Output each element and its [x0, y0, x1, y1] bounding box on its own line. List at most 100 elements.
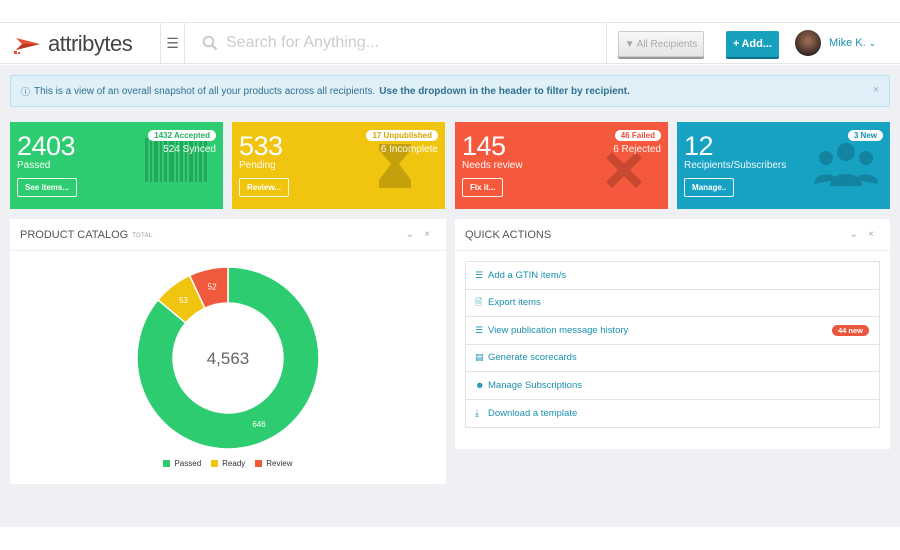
tile-recipients: 12 Recipients/Subscribers 3 New Manage..: [677, 122, 890, 209]
tile-label: Needs review: [462, 160, 523, 171]
file-icon: 🗎: [475, 296, 483, 307]
top-header: attribytes ☰ ▼ All Recipients + Add... M…: [0, 22, 900, 64]
logo[interactable]: attribytes: [14, 31, 164, 57]
hamburger-icon: ☰: [166, 34, 179, 51]
legend-swatch: [255, 460, 263, 467]
donut-chart: 646 53 52 4,563: [10, 252, 446, 452]
action-manage-subscriptions[interactable]: ☻ Manage Subscriptions: [466, 372, 879, 400]
tile-value: 533: [239, 131, 283, 161]
chevron-down-icon: ⌄: [868, 37, 877, 48]
new-badge: 44 new: [831, 325, 869, 336]
action-label: Generate scorecards: [488, 352, 577, 364]
tile-subtext: 6 Incomplete: [380, 144, 438, 155]
add-button-label: Add...: [741, 38, 772, 50]
search-icon: [202, 35, 218, 51]
quick-actions-panel: QUICK ACTIONS ⌄ × ☰ Add a GTIN item/s 🗎 Ex…: [455, 219, 890, 449]
action-label: Manage Subscriptions: [488, 379, 582, 391]
list-icon: ☰: [475, 269, 484, 280]
filter-icon: ▼: [624, 38, 635, 50]
recipients-filter-dropdown[interactable]: ▼ All Recipients: [618, 31, 704, 57]
legend-item: Review: [255, 459, 293, 468]
legend-swatch: [163, 460, 171, 467]
tile-label: Pending: [239, 160, 276, 171]
alert-text: This is a view of an overall snapshot of…: [34, 85, 376, 97]
legend-label: Passed: [174, 459, 202, 468]
donut-slice-label: 646: [252, 420, 266, 429]
donut-slice-label: 53: [179, 296, 188, 305]
donut-slice-review[interactable]: [188, 266, 229, 310]
fix-it-button[interactable]: Fix it...: [462, 178, 504, 197]
logo-mark-icon: [14, 38, 40, 54]
close-icon[interactable]: ×: [872, 84, 879, 96]
tile-label: Recipients/Subscribers: [684, 160, 787, 171]
donut-center-total: 4,563: [207, 349, 250, 368]
legend-label: Ready: [222, 459, 246, 468]
download-icon: ⤓: [475, 407, 479, 418]
tile-badge: 3 New: [847, 130, 883, 141]
tile-label: Passed: [17, 160, 51, 171]
manage-button[interactable]: Manage..: [684, 178, 735, 197]
see-items-button[interactable]: See items...: [17, 178, 78, 197]
tile-passed: 2403 Passed 1432 Accepted 524 Synced See…: [10, 122, 223, 209]
x-icon: [606, 152, 642, 188]
legend-swatch: [211, 460, 219, 467]
review-button[interactable]: Review...: [239, 178, 289, 197]
list-icon: ☰: [475, 324, 484, 335]
action-download-template[interactable]: ⤓ Download a template: [466, 400, 879, 428]
donut-slice-passed[interactable]: [136, 266, 320, 450]
action-label: View publication message history: [488, 324, 629, 336]
user-menu[interactable]: Mike K. ⌄: [795, 29, 876, 57]
avatar: [795, 30, 821, 56]
action-label: Add a GTIN item/s: [488, 269, 567, 281]
info-icon: ⓘ: [21, 86, 31, 97]
action-label: Download a template: [488, 407, 578, 419]
search-input[interactable]: [226, 34, 596, 52]
tile-pending: 533 Pending 17 Unpublished 6 Incomplete …: [232, 122, 445, 209]
legend-item: Passed: [163, 459, 201, 468]
tile-badge: 1432 Accepted: [148, 130, 216, 141]
panel-title: QUICK ACTIONS: [465, 228, 552, 241]
action-export-items[interactable]: 🗎 Export items: [466, 290, 879, 317]
tile-needs-review: 145 Needs review 46 Failed 6 Rejected Fi…: [455, 122, 668, 209]
tile-value: 2403: [17, 131, 76, 161]
collapse-icon[interactable]: ⌄: [849, 229, 858, 240]
tile-badge: 46 Failed: [614, 130, 661, 141]
users-icon: ☻: [475, 380, 485, 391]
action-list: ☰ Add a GTIN item/s 🗎 Export items ☰ View p…: [465, 261, 880, 428]
panel-header: QUICK ACTIONS ⌄ ×: [455, 219, 890, 251]
action-label: Export items: [488, 297, 541, 309]
users-icon: [814, 143, 878, 186]
legend-item: Ready: [211, 459, 245, 468]
collapse-icon[interactable]: ⌄: [405, 229, 414, 240]
chart-legend: Passed Ready Review: [10, 459, 446, 468]
action-view-history[interactable]: ☰ View publication message history 44 new: [466, 317, 879, 345]
chart-icon: ▤: [475, 352, 484, 363]
tile-subtext: 6 Rejected: [613, 144, 661, 155]
logo-text: attribytes: [48, 31, 133, 56]
menu-toggle-button[interactable]: ☰: [160, 23, 185, 63]
plus-icon: +: [733, 38, 740, 50]
action-add-gtin[interactable]: ☰ Add a GTIN item/s: [466, 262, 879, 290]
recipients-filter-label: All Recipients: [636, 38, 698, 50]
donut-chart-svg: 646 53 52 4,563: [136, 266, 320, 450]
search-bar: [186, 23, 607, 63]
tile-badge: 17 Unpublished: [366, 130, 438, 141]
alert-bold-text: Use the dropdown in the header to filter…: [379, 85, 630, 97]
barcode-icon: [145, 138, 207, 182]
add-button[interactable]: + Add...: [726, 31, 779, 57]
close-icon[interactable]: ×: [868, 229, 874, 240]
tile-value: 12: [684, 131, 714, 161]
panel-header: PRODUCT CATALOG TOTAL ⌄ ×: [10, 219, 446, 251]
close-icon[interactable]: ×: [424, 229, 430, 240]
tile-subtext: 524 Synced: [163, 144, 216, 155]
user-name: Mike K.: [829, 37, 866, 49]
info-alert: ⓘ This is a view of an overall snapshot …: [10, 75, 890, 107]
legend-label: Review: [266, 459, 293, 468]
panel-subtitle: TOTAL: [132, 232, 153, 239]
tile-value: 145: [462, 131, 506, 161]
hourglass-icon: [379, 144, 411, 188]
product-catalog-panel: PRODUCT CATALOG TOTAL ⌄ × 646 53 52 4,563 P…: [10, 219, 446, 484]
panel-title: PRODUCT CATALOG: [20, 228, 129, 241]
action-generate-scorecards[interactable]: ▤ Generate scorecards: [466, 345, 879, 372]
donut-slice-label: 52: [208, 283, 217, 292]
